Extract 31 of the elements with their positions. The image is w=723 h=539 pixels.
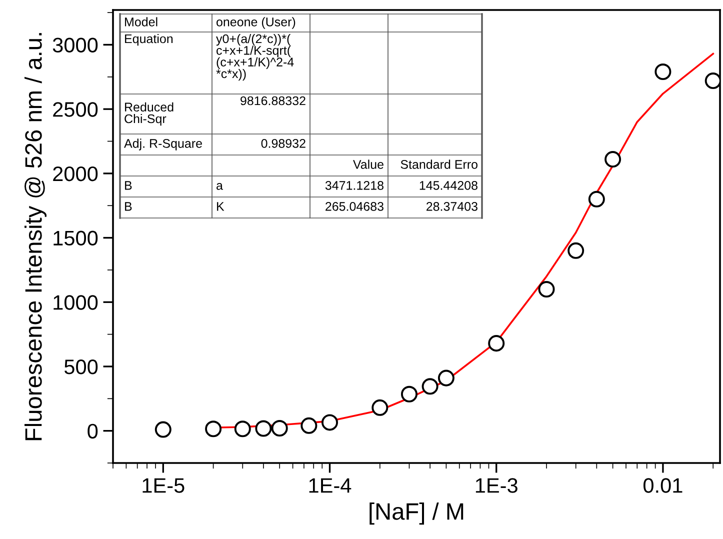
- x-tick-label: 1E-5: [142, 478, 184, 493]
- y-tick-label: 0: [88, 424, 98, 439]
- annotation: y0+(a/(2*c))*( c+x+1/K-sqrt( (c+x+1/K)^2-4 *c*x)): [216, 34, 294, 81]
- y-tick-label: 2000: [53, 166, 98, 182]
- y-tick-label: 1500: [54, 230, 98, 246]
- annotation: Reduced Chi-Sqr: [124, 102, 174, 126]
- y-tick-label: 2500: [53, 102, 98, 117]
- annotation: Value: [353, 160, 384, 169]
- annotation: 265.04683: [326, 202, 384, 211]
- annotation: 28.37403: [426, 202, 478, 211]
- annotation: 3471.1218: [325, 181, 384, 190]
- annotation: Model: [125, 17, 158, 26]
- x-tick-label: 1E-4: [309, 478, 352, 493]
- annotation: Equation: [125, 34, 173, 46]
- y-axis-title: Fluorescence Intensity @ 526 nm / a.u.: [24, 33, 47, 440]
- y-tick-label: 500: [64, 359, 98, 374]
- annotation: oneone (User): [216, 17, 296, 29]
- annotation: K: [217, 202, 224, 211]
- annotation: B: [125, 181, 132, 190]
- annotation: 0.98932: [261, 139, 306, 148]
- annotation: 145.44208: [420, 181, 478, 190]
- annotation: 9816.88332: [240, 96, 306, 106]
- annotation: a: [216, 183, 223, 190]
- x-axis-title: [NaF] / M: [370, 502, 464, 525]
- x-tick-label: 0.01: [643, 478, 682, 493]
- annotation: Adj. R-Square: [124, 138, 202, 150]
- y-tick-label: 3000: [52, 38, 98, 52]
- annotation: Standard Erro: [400, 160, 478, 169]
- annotation: B: [125, 202, 132, 211]
- x-tick-label: 1E-3: [476, 478, 518, 493]
- y-tick-label: 1000: [54, 295, 98, 310]
